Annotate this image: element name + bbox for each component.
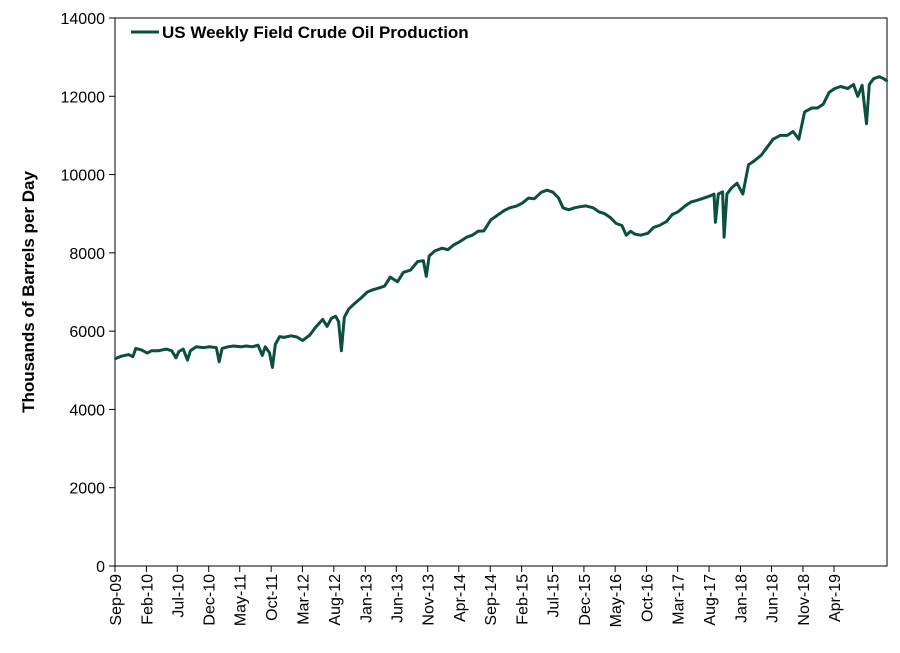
x-tick-label: Dec-10 [202,574,219,626]
axes [114,17,888,567]
y-axis-title: Thousands of Barrels per Day [19,171,38,413]
legend-label: US Weekly Field Crude Oil Production [162,23,469,42]
x-tick-label: Apr-14 [452,574,469,622]
y-axis-ticks: 0 2000 4000 6000 8000 10000 12000 14000 [61,11,115,576]
x-tick-label: Feb-10 [139,574,156,625]
series-layer [114,75,889,369]
x-tick-label: Jul-10 [170,574,187,618]
x-tick-label: May-11 [233,574,250,626]
y-tick-label: 0 [96,559,105,576]
y-tick-label: 8000 [69,246,105,263]
x-tick-label: Jan-13 [358,574,375,623]
x-tick-label: Feb-15 [515,574,532,625]
x-tick-label: Apr-19 [827,574,844,622]
plot-area-border [114,17,888,567]
x-tick-label: Jun-13 [389,574,406,623]
x-tick-label: Sep-14 [483,574,500,626]
legend: US Weekly Field Crude Oil Production [131,23,469,42]
y-tick-label: 14000 [61,11,106,28]
x-tick-label: Aug-12 [327,574,344,626]
y-tick-label: 4000 [69,402,105,419]
y-tick-label: 6000 [69,324,105,341]
x-tick-label: Oct-11 [264,574,281,621]
x-tick-label: Aug-17 [702,574,719,626]
y-tick-label: 12000 [61,89,106,106]
x-tick-label: Oct-16 [640,574,657,622]
y-tick-label: 2000 [69,481,105,498]
x-tick-label: Jun-18 [765,574,782,623]
x-tick-label: May-16 [608,574,625,627]
x-tick-label: Mar-12 [295,574,312,625]
x-tick-label: Nov-13 [421,574,438,626]
x-tick-label: Jan-18 [733,574,750,623]
x-tick-label: Nov-18 [796,574,813,626]
x-tick-label: Mar-17 [671,574,688,625]
y-tick-label: 10000 [61,168,106,185]
x-tick-label: Sep-09 [108,574,125,626]
x-tick-label: Jul-15 [545,574,562,618]
series-line [114,75,889,369]
x-axis-ticks: Sep-09 Feb-10 Jul-10 Dec-10 May-11 Oct-11 Mar-… [108,566,844,627]
x-tick-label: Dec-15 [577,574,594,626]
